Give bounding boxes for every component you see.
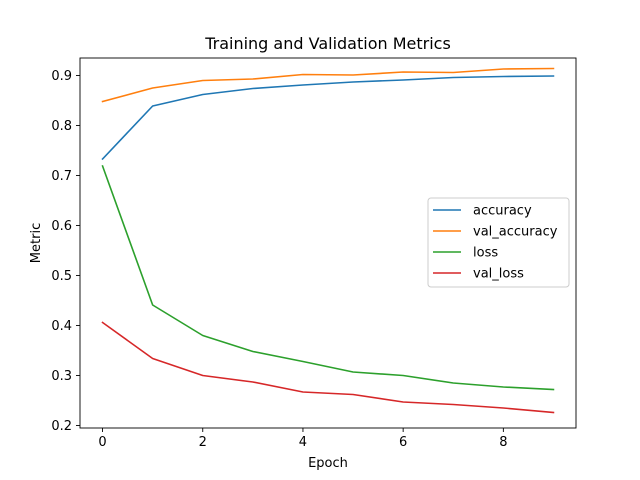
- y-tick-label: 0.5: [51, 269, 72, 284]
- y-axis-title: Metric: [29, 223, 44, 263]
- y-tick-label: 0.6: [51, 219, 72, 234]
- legend-label-loss: loss: [473, 246, 498, 261]
- legend-label-val-accuracy: val_accuracy: [473, 225, 558, 240]
- y-tick-label: 0.7: [51, 169, 72, 184]
- legend-box: [427, 197, 570, 288]
- series-line-loss: [101, 164, 555, 391]
- x-axis-title: Epoch: [308, 456, 348, 471]
- y-tick-label: 0.4: [51, 319, 72, 334]
- legend-label-accuracy: accuracy: [473, 204, 532, 219]
- series-line-val-accuracy: [101, 67, 555, 103]
- chart-title: Training and Validation Metrics: [204, 34, 451, 53]
- y-tick-label: 0.2: [51, 419, 72, 434]
- x-tick-label: 0: [98, 435, 106, 450]
- legend-label-val-loss: val_loss: [473, 267, 524, 282]
- x-tick-label: 8: [499, 435, 507, 450]
- y-tick-label: 0.9: [51, 69, 72, 84]
- x-tick-label: 6: [399, 435, 407, 450]
- x-tick-label: 4: [299, 435, 307, 450]
- series-line-accuracy: [101, 75, 555, 161]
- plot-frame: [79, 57, 577, 429]
- series-line-val-loss: [101, 321, 555, 414]
- y-tick-label: 0.8: [51, 119, 72, 134]
- x-tick-label: 2: [199, 435, 207, 450]
- y-tick-label: 0.3: [51, 369, 72, 384]
